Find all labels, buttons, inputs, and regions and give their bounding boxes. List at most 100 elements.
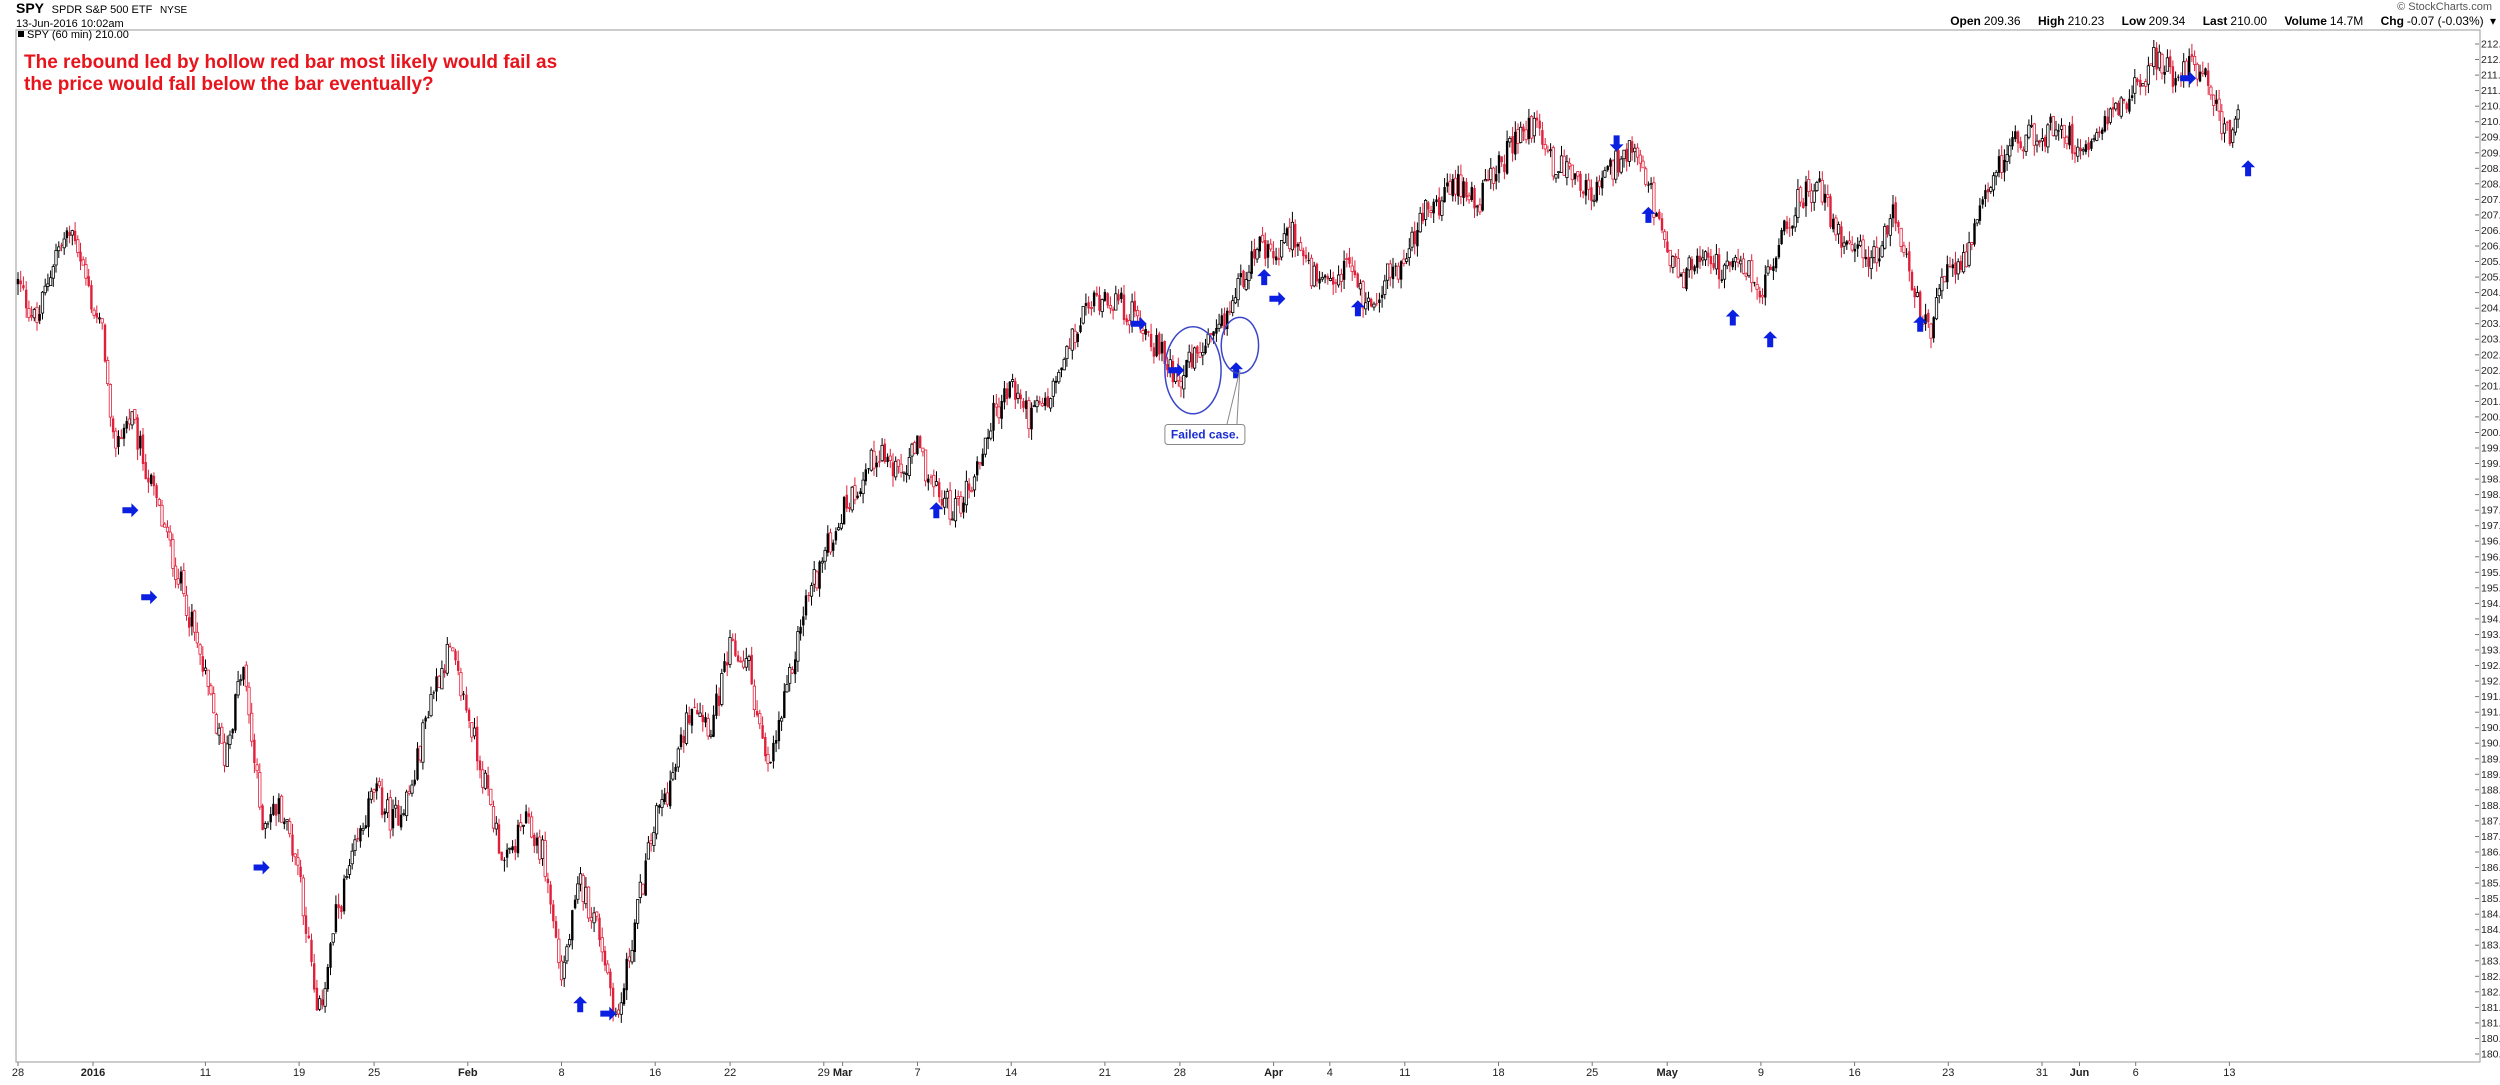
candle-body <box>1481 182 1484 211</box>
legend: SPY (60 min) 210.00 <box>18 29 129 41</box>
candle-body <box>1413 230 1416 245</box>
y-tick-label: 183.5 <box>2481 940 2500 952</box>
plot-frame <box>15 29 2481 1063</box>
candle-body <box>837 527 841 531</box>
timestamp: 13-Jun-2016 10:02am <box>16 18 124 30</box>
candle-body <box>1703 251 1708 261</box>
candle-body <box>638 881 642 898</box>
candle-body <box>894 460 898 478</box>
candle-body <box>173 565 178 580</box>
candle-body <box>1837 223 1841 235</box>
arrow-up-icon <box>1725 309 1740 326</box>
candle-body <box>1396 265 1400 280</box>
arrow-up-icon <box>1229 362 1244 379</box>
candle-body <box>568 939 572 946</box>
candle-body <box>1503 164 1506 173</box>
candle-body <box>709 734 713 737</box>
candle-body <box>1296 244 1300 247</box>
candle-body <box>1962 252 1966 273</box>
candle-body <box>1693 266 1696 272</box>
candle-body <box>1136 309 1140 317</box>
candle-body <box>622 988 626 1005</box>
candle-body <box>407 790 411 794</box>
candle-body <box>644 860 647 896</box>
candle-body <box>1915 292 1919 297</box>
y-tick-label: 200.0 <box>2481 427 2500 439</box>
highlight-circle <box>1220 316 1260 375</box>
change-value: -0.07 (-0.03%) <box>2406 14 2484 28</box>
candle-body <box>1027 400 1031 430</box>
candle-body <box>1690 259 1694 270</box>
candle-body <box>1910 271 1914 291</box>
candle-body <box>1098 295 1101 311</box>
candle-body <box>959 495 963 514</box>
candle-body <box>2141 83 2145 87</box>
candle-body <box>828 532 833 553</box>
candle-body <box>660 799 664 808</box>
y-tick-label: 193.0 <box>2481 645 2500 657</box>
candle-body <box>1014 381 1017 400</box>
candle-body <box>2220 111 2224 134</box>
candle-body <box>234 694 237 731</box>
candle-body <box>1440 200 1444 216</box>
candle-body <box>1658 211 1661 219</box>
legend-text: SPY (60 min) 210.00 <box>27 29 129 41</box>
candle-body <box>1307 259 1310 261</box>
arrow-up-icon <box>1641 206 1656 223</box>
candle-body <box>1861 239 1865 259</box>
candle-body <box>1372 303 1376 308</box>
candle-body <box>331 933 335 943</box>
dropdown-caret-icon[interactable]: ▾ <box>2489 14 2496 28</box>
candle-body <box>562 961 566 979</box>
candle-body <box>130 411 134 426</box>
candle-body <box>203 667 208 671</box>
candle-body <box>1984 190 1987 199</box>
candle-body <box>1388 263 1392 278</box>
candle-body <box>179 571 183 584</box>
candle-body <box>589 917 594 922</box>
candle-body <box>90 285 93 310</box>
candle-body <box>445 644 449 674</box>
candle-body <box>785 684 789 693</box>
candle-layer <box>16 40 2240 1023</box>
candle-body <box>255 764 259 772</box>
candle-body <box>853 485 857 501</box>
candle-body <box>266 823 270 825</box>
candle-body <box>310 939 313 962</box>
candle-body <box>788 667 792 684</box>
candle-body <box>1348 257 1351 264</box>
candle-body <box>1198 352 1202 358</box>
candle-body <box>780 717 784 722</box>
candle-body <box>1304 254 1308 259</box>
candle-body <box>1209 333 1213 335</box>
candle-body <box>1508 137 1512 143</box>
arrow-right-icon <box>2180 71 2197 86</box>
candle-body <box>1277 257 1281 260</box>
candle-body <box>962 502 965 513</box>
candle-body <box>1312 265 1316 287</box>
candle-body <box>1465 181 1468 198</box>
candle-body <box>1117 294 1120 301</box>
candle-body <box>1647 184 1650 186</box>
candle-body <box>1712 263 1715 268</box>
candle-body <box>616 1009 621 1015</box>
candle-body <box>2125 103 2128 110</box>
candle-body <box>483 772 488 789</box>
candle-body <box>2155 47 2158 70</box>
candle-body <box>1772 266 1775 271</box>
candle-body <box>929 476 933 478</box>
candle-body <box>2236 109 2240 120</box>
candle-body <box>2231 129 2235 143</box>
candle-body <box>2139 79 2142 88</box>
candle-body <box>688 715 691 724</box>
candle-body <box>2084 144 2088 152</box>
candle-body <box>581 875 585 902</box>
x-tick-label: 13 <box>2223 1067 2235 1079</box>
candle-body <box>1696 255 1699 268</box>
candle-body <box>1320 276 1324 280</box>
candle-body <box>1288 226 1292 249</box>
candle-body <box>891 462 895 477</box>
candle-body <box>997 406 1001 419</box>
candle-body <box>1668 249 1672 266</box>
arrow-up-icon <box>1350 300 1365 317</box>
